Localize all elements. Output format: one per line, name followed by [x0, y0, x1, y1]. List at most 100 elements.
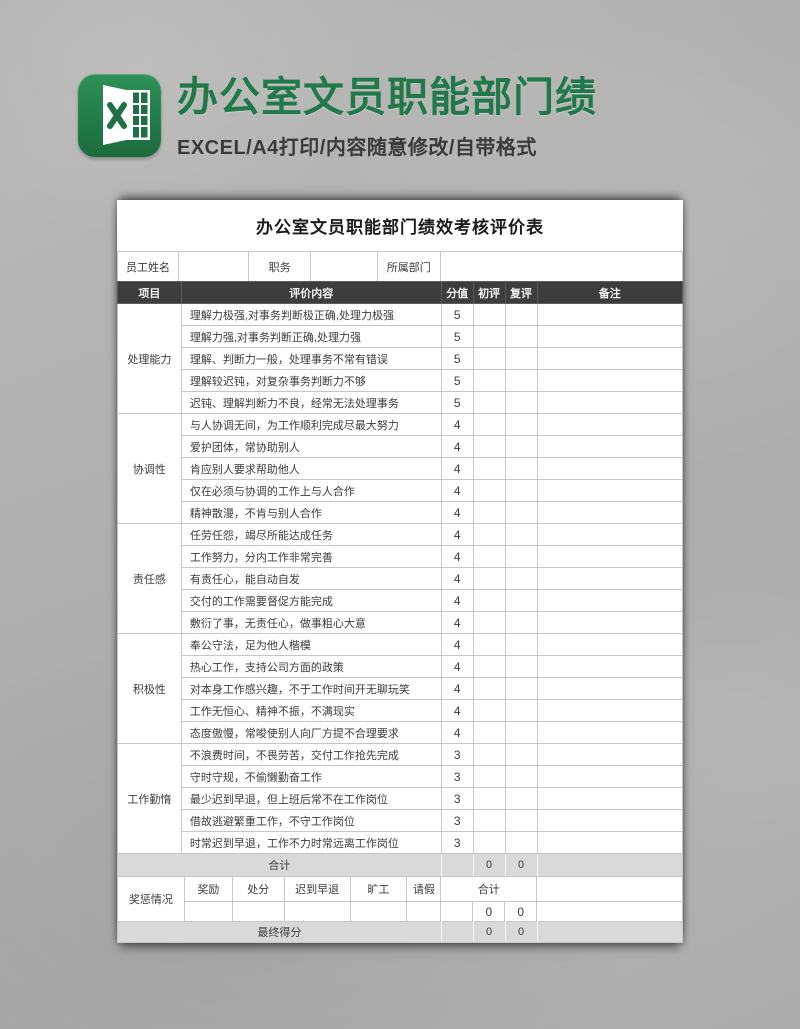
- first-eval-cell[interactable]: [472, 633, 506, 656]
- criteria-text: 理解较迟钝，对复杂事务判断力不够: [180, 369, 442, 392]
- first-eval-cell[interactable]: [472, 765, 506, 788]
- note-cell[interactable]: [536, 545, 683, 568]
- second-eval-cell[interactable]: [504, 765, 538, 788]
- first-eval-cell[interactable]: [472, 523, 506, 546]
- score-value: 4: [440, 545, 474, 568]
- first-eval-cell[interactable]: [472, 567, 506, 590]
- second-eval-cell[interactable]: [504, 347, 538, 370]
- reward-note-cell[interactable]: [536, 876, 683, 902]
- first-eval-cell[interactable]: [472, 677, 506, 700]
- second-eval-cell[interactable]: [504, 523, 538, 546]
- position-cell[interactable]: [310, 251, 378, 282]
- first-eval-cell[interactable]: [472, 391, 506, 414]
- second-eval-cell[interactable]: [504, 545, 538, 568]
- second-eval-cell[interactable]: [504, 589, 538, 612]
- note-cell[interactable]: [536, 677, 683, 700]
- second-eval-cell[interactable]: [504, 787, 538, 810]
- table-row: 精神散漫，不肯与别人合作 4: [118, 501, 683, 524]
- note-cell[interactable]: [536, 457, 683, 480]
- note-cell[interactable]: [536, 765, 683, 788]
- note-cell[interactable]: [536, 589, 683, 612]
- note-cell[interactable]: [536, 567, 683, 590]
- note-cell[interactable]: [536, 699, 683, 722]
- note-cell[interactable]: [536, 413, 683, 436]
- reward-punishment-cell[interactable]: [231, 901, 285, 922]
- second-eval-cell[interactable]: [504, 325, 538, 348]
- note-cell[interactable]: [536, 655, 683, 678]
- second-eval-cell[interactable]: [504, 699, 538, 722]
- criteria-text: 精神散漫，不肯与别人合作: [180, 501, 442, 524]
- note-cell[interactable]: [536, 479, 683, 502]
- note-cell[interactable]: [536, 633, 683, 656]
- score-value: 4: [440, 523, 474, 546]
- note-cell[interactable]: [536, 347, 683, 370]
- table-row: 理解较迟钝，对复杂事务判断力不够 5: [118, 369, 683, 392]
- first-eval-cell[interactable]: [472, 545, 506, 568]
- second-eval-cell[interactable]: [504, 435, 538, 458]
- second-eval-cell[interactable]: [504, 369, 538, 392]
- note-cell[interactable]: [536, 435, 683, 458]
- subtotal-score-cell: [440, 853, 474, 877]
- note-cell[interactable]: [536, 501, 683, 524]
- product-title: 办公室文员职能部门绩: [177, 74, 597, 120]
- second-eval-cell[interactable]: [504, 501, 538, 524]
- first-eval-cell[interactable]: [472, 501, 506, 524]
- first-eval-cell[interactable]: [472, 435, 506, 458]
- note-cell[interactable]: [536, 523, 683, 546]
- first-eval-cell[interactable]: [472, 721, 506, 744]
- employee-info-row: 员工姓名 职务 所属部门: [116, 251, 684, 282]
- first-eval-cell[interactable]: [472, 611, 506, 634]
- second-eval-cell[interactable]: [504, 721, 538, 744]
- note-cell[interactable]: [536, 303, 683, 326]
- note-cell[interactable]: [536, 325, 683, 348]
- table-row: 责任感 任劳任怨，竭尽所能达成任务 4: [117, 523, 683, 634]
- first-eval-cell[interactable]: [472, 589, 506, 612]
- first-eval-cell[interactable]: [472, 699, 506, 722]
- first-eval-cell[interactable]: [472, 325, 506, 348]
- table-row: 热心工作，支持公司方面的政策 4: [118, 655, 683, 678]
- note-cell[interactable]: [536, 391, 683, 414]
- second-eval-cell[interactable]: [504, 413, 538, 436]
- note-cell[interactable]: [536, 369, 683, 392]
- first-eval-cell[interactable]: [472, 303, 506, 326]
- second-eval-cell[interactable]: [504, 743, 538, 766]
- second-eval-cell[interactable]: [504, 457, 538, 480]
- first-eval-cell[interactable]: [472, 347, 506, 370]
- note-cell[interactable]: [536, 721, 683, 744]
- second-eval-cell[interactable]: [504, 677, 538, 700]
- second-eval-cell[interactable]: [504, 611, 538, 634]
- first-eval-cell[interactable]: [472, 479, 506, 502]
- first-eval-cell[interactable]: [472, 743, 506, 766]
- second-eval-cell[interactable]: [504, 479, 538, 502]
- employee-name-cell[interactable]: [178, 251, 250, 282]
- second-eval-cell[interactable]: [504, 809, 538, 832]
- first-eval-cell[interactable]: [472, 787, 506, 810]
- subtotal-row: 合计 0 0: [117, 853, 683, 877]
- criteria-text: 时常迟到早退，工作不力时常远离工作岗位: [180, 831, 442, 854]
- second-eval-cell[interactable]: [504, 633, 538, 656]
- second-eval-cell[interactable]: [504, 567, 538, 590]
- second-eval-cell[interactable]: [504, 391, 538, 414]
- reward-award-cell[interactable]: [183, 901, 233, 922]
- reward-lateness-cell[interactable]: [283, 901, 351, 922]
- reward-absenteeism-cell[interactable]: [349, 901, 408, 922]
- note-cell[interactable]: [536, 611, 683, 634]
- first-eval-cell[interactable]: [472, 413, 506, 436]
- first-eval-cell[interactable]: [472, 457, 506, 480]
- note-cell[interactable]: [536, 743, 683, 766]
- first-eval-cell[interactable]: [472, 809, 506, 832]
- note-cell[interactable]: [536, 809, 683, 832]
- reward-leave-cell[interactable]: [406, 901, 442, 922]
- note-cell[interactable]: [536, 831, 683, 854]
- first-eval-cell[interactable]: [472, 831, 506, 854]
- note-cell[interactable]: [536, 787, 683, 810]
- final-score-row: 最终得分 0 0: [117, 921, 683, 943]
- second-eval-cell[interactable]: [504, 655, 538, 678]
- second-eval-cell[interactable]: [504, 303, 538, 326]
- department-cell[interactable]: [439, 251, 684, 282]
- first-eval-cell[interactable]: [472, 655, 506, 678]
- second-eval-cell[interactable]: [504, 831, 538, 854]
- criteria-text: 肯应别人要求帮助他人: [180, 457, 442, 480]
- reward-note-cell[interactable]: [536, 901, 683, 922]
- first-eval-cell[interactable]: [472, 369, 506, 392]
